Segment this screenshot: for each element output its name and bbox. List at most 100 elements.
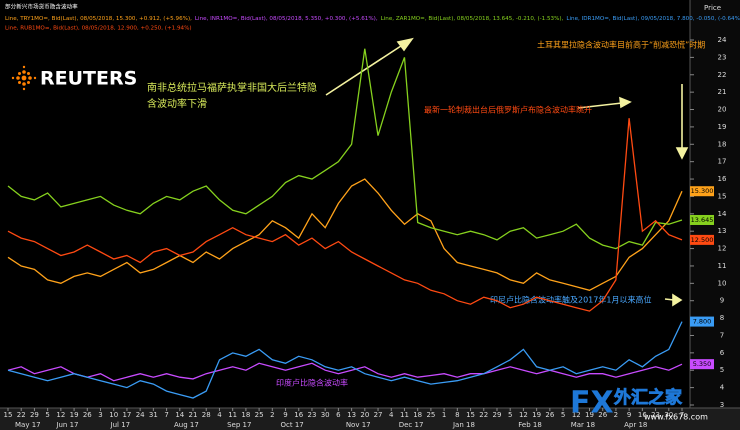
x-tick-label: 28 [202, 411, 211, 419]
arrows [325, 37, 689, 307]
x-tick-label: 29 [493, 411, 502, 419]
x-tick-label: 19 [585, 411, 594, 419]
series-line [7, 118, 683, 312]
y-tick-label: 21 [718, 88, 727, 96]
x-tick-label: 12 [572, 411, 581, 419]
x-tick-label: 12 [56, 411, 65, 419]
y-tick-label: 24 [718, 36, 727, 44]
reuters-logo: REUTERS [11, 65, 137, 91]
last-value-box [690, 186, 714, 197]
x-tick-label: 16 [638, 411, 647, 419]
y-tick-label: 19 [718, 123, 727, 131]
annotation-zar-line1: 南非总统拉马福萨执掌非国大后兰特隐含波动率下滑 [147, 81, 317, 110]
y-tick-label: 15 [718, 192, 727, 200]
plot: 345678910111213141516171819202122232415M… [4, 36, 727, 429]
y-tick-label: 12 [718, 245, 727, 253]
x-tick-label: 30 [664, 411, 673, 419]
x-axis-panel [0, 408, 740, 430]
series-line [7, 48, 683, 250]
axis-label: Price [704, 4, 721, 12]
x-tick-label: 11 [400, 411, 409, 419]
annotation-rub: 最新一轮制裁出台后俄罗斯卢布隐含波动率跳升 [424, 105, 592, 115]
y-tick-label: 6 [720, 349, 725, 357]
series-line [7, 321, 683, 399]
x-tick-label: 7 [164, 411, 168, 419]
series-line [7, 362, 683, 382]
y-tick-label: 18 [718, 140, 727, 148]
right-axis-panel [690, 0, 740, 408]
month-label: Apr 18 [624, 421, 647, 429]
month-label: Jul 17 [110, 421, 131, 429]
chart-title: 部分新兴市场货币隐含波动率 [5, 3, 78, 11]
x-tick-label: 29 [30, 411, 39, 419]
last-value-label: 13.645 [691, 216, 714, 224]
x-tick-label: 8 [455, 411, 459, 419]
last-value-box [690, 359, 714, 370]
last-value-label: 15.300 [691, 187, 714, 195]
x-tick-label: 31 [149, 411, 158, 419]
last-value-label: 5.350 [693, 360, 712, 368]
month-label: Oct 17 [281, 421, 304, 429]
x-tick-label: 12 [519, 411, 528, 419]
annotation-idr: 印尼卢比隐含波动率触及2017年1月以来高位 [490, 295, 651, 305]
y-tick-label: 22 [718, 71, 727, 79]
x-tick-label: 9 [627, 411, 631, 419]
x-tick-label: 3 [98, 411, 102, 419]
y-tick-label: 3 [720, 401, 724, 409]
month-label: Jan 18 [452, 421, 475, 429]
x-tick-label: 17 [122, 411, 131, 419]
month-label: Sep 17 [227, 421, 251, 429]
y-tick-label: 13 [718, 227, 727, 235]
y-tick-label: 20 [718, 106, 727, 114]
y-tick-label: 5 [720, 366, 724, 374]
month-label: Aug 17 [174, 421, 199, 429]
x-tick-label: 10 [109, 411, 118, 419]
x-tick-label: 23 [307, 411, 316, 419]
month-label: Dec 17 [399, 421, 424, 429]
y-tick-label: 4 [720, 384, 725, 392]
last-value-box [690, 316, 714, 327]
legend-entry: Line, TRY1MO=, Bid(Last), 08/05/2018, 15… [5, 16, 192, 22]
annotation-try: 土耳其里拉隐含波动率目前高于“削减恐慌”时期 [537, 40, 705, 50]
x-tick-label: 11 [228, 411, 237, 419]
x-tick-label: 25 [255, 411, 264, 419]
x-tick-label: 14 [175, 411, 184, 419]
y-tick-label: 17 [718, 158, 727, 166]
x-tick-label: 25 [426, 411, 435, 419]
x-tick-label: 5 [508, 411, 512, 419]
brand: REUTERS [40, 68, 137, 90]
x-tick-label: 4 [217, 411, 222, 419]
month-label: May 17 [15, 421, 41, 429]
x-tick-label: 5 [561, 411, 565, 419]
y-tick-label: 14 [718, 210, 727, 218]
watermark-url: www.fx678.com [644, 413, 708, 422]
x-tick-label: 22 [479, 411, 488, 419]
x-tick-label: 23 [651, 411, 660, 419]
legend: Line, TRY1MO=, Bid(Last), 08/05/2018, 15… [5, 16, 740, 22]
watermark-logo: FX [570, 386, 614, 421]
x-tick-label: 20 [360, 411, 369, 419]
x-tick-label: 26 [545, 411, 554, 419]
y-tick-label: 11 [718, 262, 727, 270]
x-tick-label: 5 [45, 411, 49, 419]
legend-entry: Line, RUB1MO=, Bid(Last), 08/05/2018, 12… [5, 26, 192, 32]
month-label: Jun 17 [55, 421, 78, 429]
x-tick-label: 19 [532, 411, 541, 419]
x-tick-label: 13 [347, 411, 356, 419]
legend-entry: Line, ZAR1MO=, Bid(Last), 08/05/2018, 13… [381, 16, 564, 22]
x-tick-label: 19 [70, 411, 79, 419]
x-tick-label: 24 [136, 411, 145, 419]
x-tick-label: 15 [4, 411, 13, 419]
watermark-name: 外汇之家 [614, 387, 682, 408]
x-tick-label: 27 [374, 411, 383, 419]
month-label: Mar 18 [571, 421, 595, 429]
x-tick-label: 18 [413, 411, 422, 419]
x-tick-label: 9 [283, 411, 287, 419]
x-tick-label: 21 [189, 411, 198, 419]
x-tick-label: 26 [598, 411, 607, 419]
x-tick-label: 7 [680, 411, 684, 419]
x-tick-label: 15 [466, 411, 475, 419]
y-tick-label: 8 [720, 314, 724, 322]
